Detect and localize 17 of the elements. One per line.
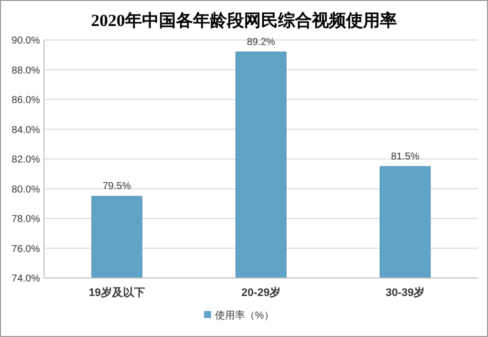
y-tick-label: 88.0% (12, 65, 40, 76)
data-label: 79.5% (102, 181, 132, 192)
y-tick-label: 86.0% (12, 95, 40, 106)
x-tick-label: 20-29岁 (241, 286, 281, 299)
y-tick-label: 80.0% (12, 184, 40, 196)
y-tick-label: 82.0% (12, 154, 40, 166)
y-tick-label: 90.0% (12, 36, 40, 46)
data-label: 81.5% (391, 151, 420, 162)
x-tick-label: 19岁及以下 (88, 286, 145, 299)
x-tick-label: 30-39岁 (386, 286, 425, 299)
y-tick-label: 78.0% (12, 214, 40, 225)
y-tick-label: 84.0% (12, 124, 40, 136)
y-tick-label: 74.0% (12, 274, 40, 284)
data-label: 89.2% (246, 36, 276, 48)
y-tick-label: 76.0% (12, 244, 40, 255)
chart-title: 2020年中国各年龄段网民综合视频使用率 (91, 11, 397, 30)
legend-label: 使用率（%） (215, 310, 274, 322)
